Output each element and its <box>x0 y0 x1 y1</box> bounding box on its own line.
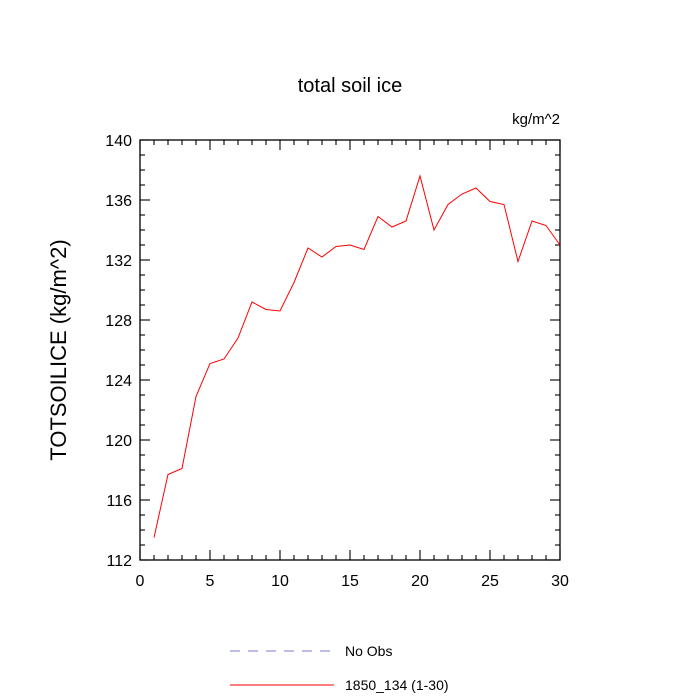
legend-label: No Obs <box>345 643 392 659</box>
units-label: kg/m^2 <box>512 111 560 128</box>
y-tick-label: 124 <box>105 373 132 390</box>
axis-ticks <box>139 139 561 561</box>
legend: No Obs 1850_134 (1-30) <box>230 643 449 693</box>
y-tick-label: 140 <box>105 133 132 150</box>
y-tick-label: 116 <box>106 493 132 510</box>
y-tick-label: 120 <box>105 433 132 450</box>
series-layer <box>153 174 561 538</box>
x-tick-label: 15 <box>341 573 359 590</box>
axis-tick-labels: 0 5 10 15 20 25 30 112 116 120 124 128 132 136 140 <box>105 133 569 590</box>
y-tick-label: 128 <box>105 313 132 330</box>
series-line <box>153 174 561 538</box>
y-tick-label: 112 <box>106 553 132 570</box>
x-tick-label: 25 <box>481 573 499 590</box>
x-tick-label: 5 <box>206 573 215 590</box>
x-tick-label: 30 <box>551 573 569 590</box>
x-tick-label: 10 <box>271 573 289 590</box>
legend-label: 1850_134 (1-30) <box>345 677 449 693</box>
x-tick-label: 0 <box>136 573 145 590</box>
y-tick-label: 136 <box>105 193 132 210</box>
y-axis-label: TOTSOILICE (kg/m^2) <box>46 239 71 460</box>
y-tick-label: 132 <box>105 253 132 270</box>
x-tick-label: 20 <box>411 573 429 590</box>
chart-title: total soil ice <box>298 75 403 97</box>
